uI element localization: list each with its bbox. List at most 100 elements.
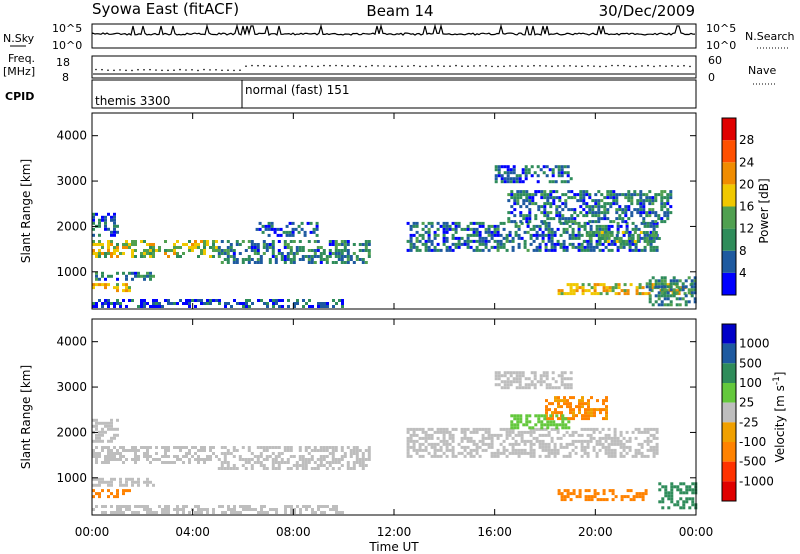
echo-cell [652, 227, 656, 231]
x-tick-label: 20:00 [578, 525, 613, 539]
echo-cell [589, 227, 593, 231]
echo-cell [638, 292, 642, 296]
echo-cell [592, 445, 596, 449]
echo-cell [571, 442, 575, 446]
echo-cell [346, 467, 350, 470]
echo-cell [643, 221, 647, 225]
echo-cell [527, 171, 531, 175]
echo-cell [182, 511, 185, 514]
echo-cell [553, 230, 557, 234]
echo-cell [460, 445, 464, 449]
echo-cell [560, 292, 564, 296]
echo-cell [497, 374, 501, 378]
echo-cell [660, 285, 664, 289]
echo-cell [685, 500, 689, 504]
echo-cell [128, 243, 131, 246]
echo-cell [427, 239, 431, 243]
echo-cell [304, 449, 308, 452]
echo-cell [500, 165, 504, 169]
echo-cell [418, 248, 422, 252]
echo-cell [340, 449, 344, 452]
echo-cell [648, 285, 652, 289]
echo-cell [610, 224, 614, 228]
echo-cell [547, 451, 551, 455]
echo-cell [575, 289, 579, 293]
echo-cell [220, 261, 224, 264]
echo-cell [602, 283, 606, 287]
echo-cell [116, 427, 119, 431]
echo-cell [305, 505, 308, 508]
echo-cell [547, 430, 551, 434]
echo-cell [584, 411, 587, 415]
echo-cell [509, 180, 513, 184]
echo-cell [540, 420, 544, 424]
echo-cell [92, 283, 95, 287]
echo-cell [134, 240, 137, 243]
echo-cell [125, 305, 128, 308]
echo-cell [122, 449, 125, 452]
echo-cell [595, 442, 599, 446]
echo-cell [633, 208, 637, 212]
echo-cell [176, 505, 179, 508]
x-tick-label: 16:00 [477, 525, 512, 539]
echo-cell [543, 208, 547, 212]
echo-cell [95, 255, 98, 258]
echo-cell [451, 227, 455, 231]
echo-cell [104, 458, 107, 461]
echo-cell [528, 193, 532, 197]
echo-cell [541, 442, 545, 446]
echo-cell [436, 436, 440, 440]
echo-cell [624, 231, 628, 234]
echo-cell [424, 239, 428, 243]
colorbar-tick-label: 24 [739, 155, 754, 169]
echo-cell [433, 248, 437, 252]
echo-cell [223, 455, 227, 458]
echo-cell [558, 214, 562, 218]
echo-cell [518, 374, 522, 378]
echo-cell [460, 227, 464, 231]
nave-dot [545, 65, 547, 67]
echo-cell [487, 248, 491, 252]
echo-cell [274, 467, 278, 470]
echo-cell [478, 236, 482, 240]
echo-cell [544, 233, 548, 237]
echo-cell [203, 449, 206, 452]
nave-dot [539, 64, 541, 67]
echo-cell [666, 214, 670, 218]
echo-cell [550, 439, 554, 443]
echo-cell [536, 174, 540, 178]
echo-cell [223, 258, 227, 261]
echo-cell [481, 448, 485, 452]
echo-cell [610, 454, 614, 458]
echo-cell [285, 230, 289, 234]
echo-cell [630, 237, 634, 240]
echo-cell [95, 446, 98, 449]
echo-cell [529, 227, 533, 231]
echo-cell [681, 297, 685, 301]
echo-cell [92, 218, 95, 222]
echo-cell [512, 171, 516, 175]
echo-cell [609, 205, 613, 209]
echo-cell [660, 294, 664, 298]
echo-cell [188, 249, 191, 252]
echo-cell [226, 261, 230, 264]
echo-cell [149, 455, 152, 458]
echo-cell [143, 240, 146, 243]
echo-cell [650, 289, 654, 293]
echo-cell [107, 483, 110, 487]
echo-cell [122, 246, 125, 249]
echo-cell [663, 220, 667, 224]
echo-cell [613, 236, 617, 240]
echo-cell [146, 302, 149, 305]
echo-cell [610, 442, 614, 446]
echo-cell [418, 448, 422, 452]
echo-cell [244, 458, 248, 461]
echo-cell [158, 302, 161, 305]
echo-cell [116, 289, 119, 293]
echo-cell [232, 464, 236, 467]
echo-cell [98, 492, 101, 496]
echo-cell [545, 174, 549, 178]
echo-cell [92, 252, 95, 255]
echo-cell [427, 433, 431, 437]
echo-cell [149, 255, 152, 258]
